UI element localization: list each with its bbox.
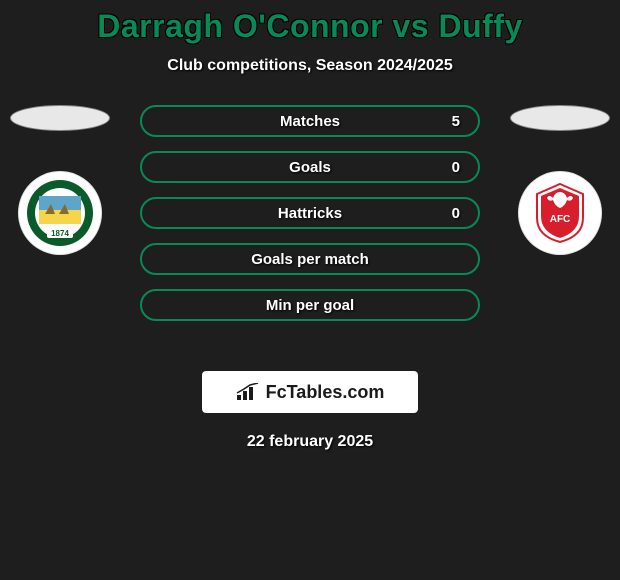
player-right-column: AFC <box>510 105 610 255</box>
stat-row-goals: Goals 0 <box>140 151 480 183</box>
stat-label: Goals <box>289 159 331 176</box>
player-right-placeholder <box>510 105 610 131</box>
stat-row-goals-per-match: Goals per match <box>140 243 480 275</box>
stat-value: 5 <box>452 113 460 130</box>
stats-list: Matches 5 Goals 0 Hattricks 0 Goals per … <box>140 105 480 335</box>
stat-label: Matches <box>280 113 340 130</box>
stat-value: 0 <box>452 205 460 222</box>
brand-box[interactable]: FcTables.com <box>202 371 418 413</box>
date-label: 22 february 2025 <box>0 433 620 451</box>
stat-row-hattricks: Hattricks 0 <box>140 197 480 229</box>
brand-label: FcTables.com <box>266 382 385 403</box>
stat-row-matches: Matches 5 <box>140 105 480 137</box>
stat-label: Hattricks <box>278 205 342 222</box>
chart-icon <box>236 383 260 401</box>
morton-crest-icon: 1874 <box>25 178 95 248</box>
player-left-column: 1874 <box>10 105 110 255</box>
stat-row-min-per-goal: Min per goal <box>140 289 480 321</box>
svg-text:1874: 1874 <box>51 229 69 238</box>
stat-value: 0 <box>452 159 460 176</box>
comparison-card: Darragh O'Connor vs Duffy Club competiti… <box>0 0 620 451</box>
player-left-placeholder <box>10 105 110 131</box>
stat-label: Goals per match <box>251 251 369 268</box>
stat-label: Min per goal <box>266 297 354 314</box>
airdrie-crest-icon: AFC <box>525 178 595 248</box>
svg-text:AFC: AFC <box>550 214 571 225</box>
page-title: Darragh O'Connor vs Duffy <box>0 8 620 45</box>
main-content: 1874 Matches 5 Goals 0 Hattricks 0 Goals… <box>0 105 620 365</box>
club-badge-left: 1874 <box>18 171 102 255</box>
subtitle: Club competitions, Season 2024/2025 <box>0 57 620 75</box>
club-badge-right: AFC <box>518 171 602 255</box>
